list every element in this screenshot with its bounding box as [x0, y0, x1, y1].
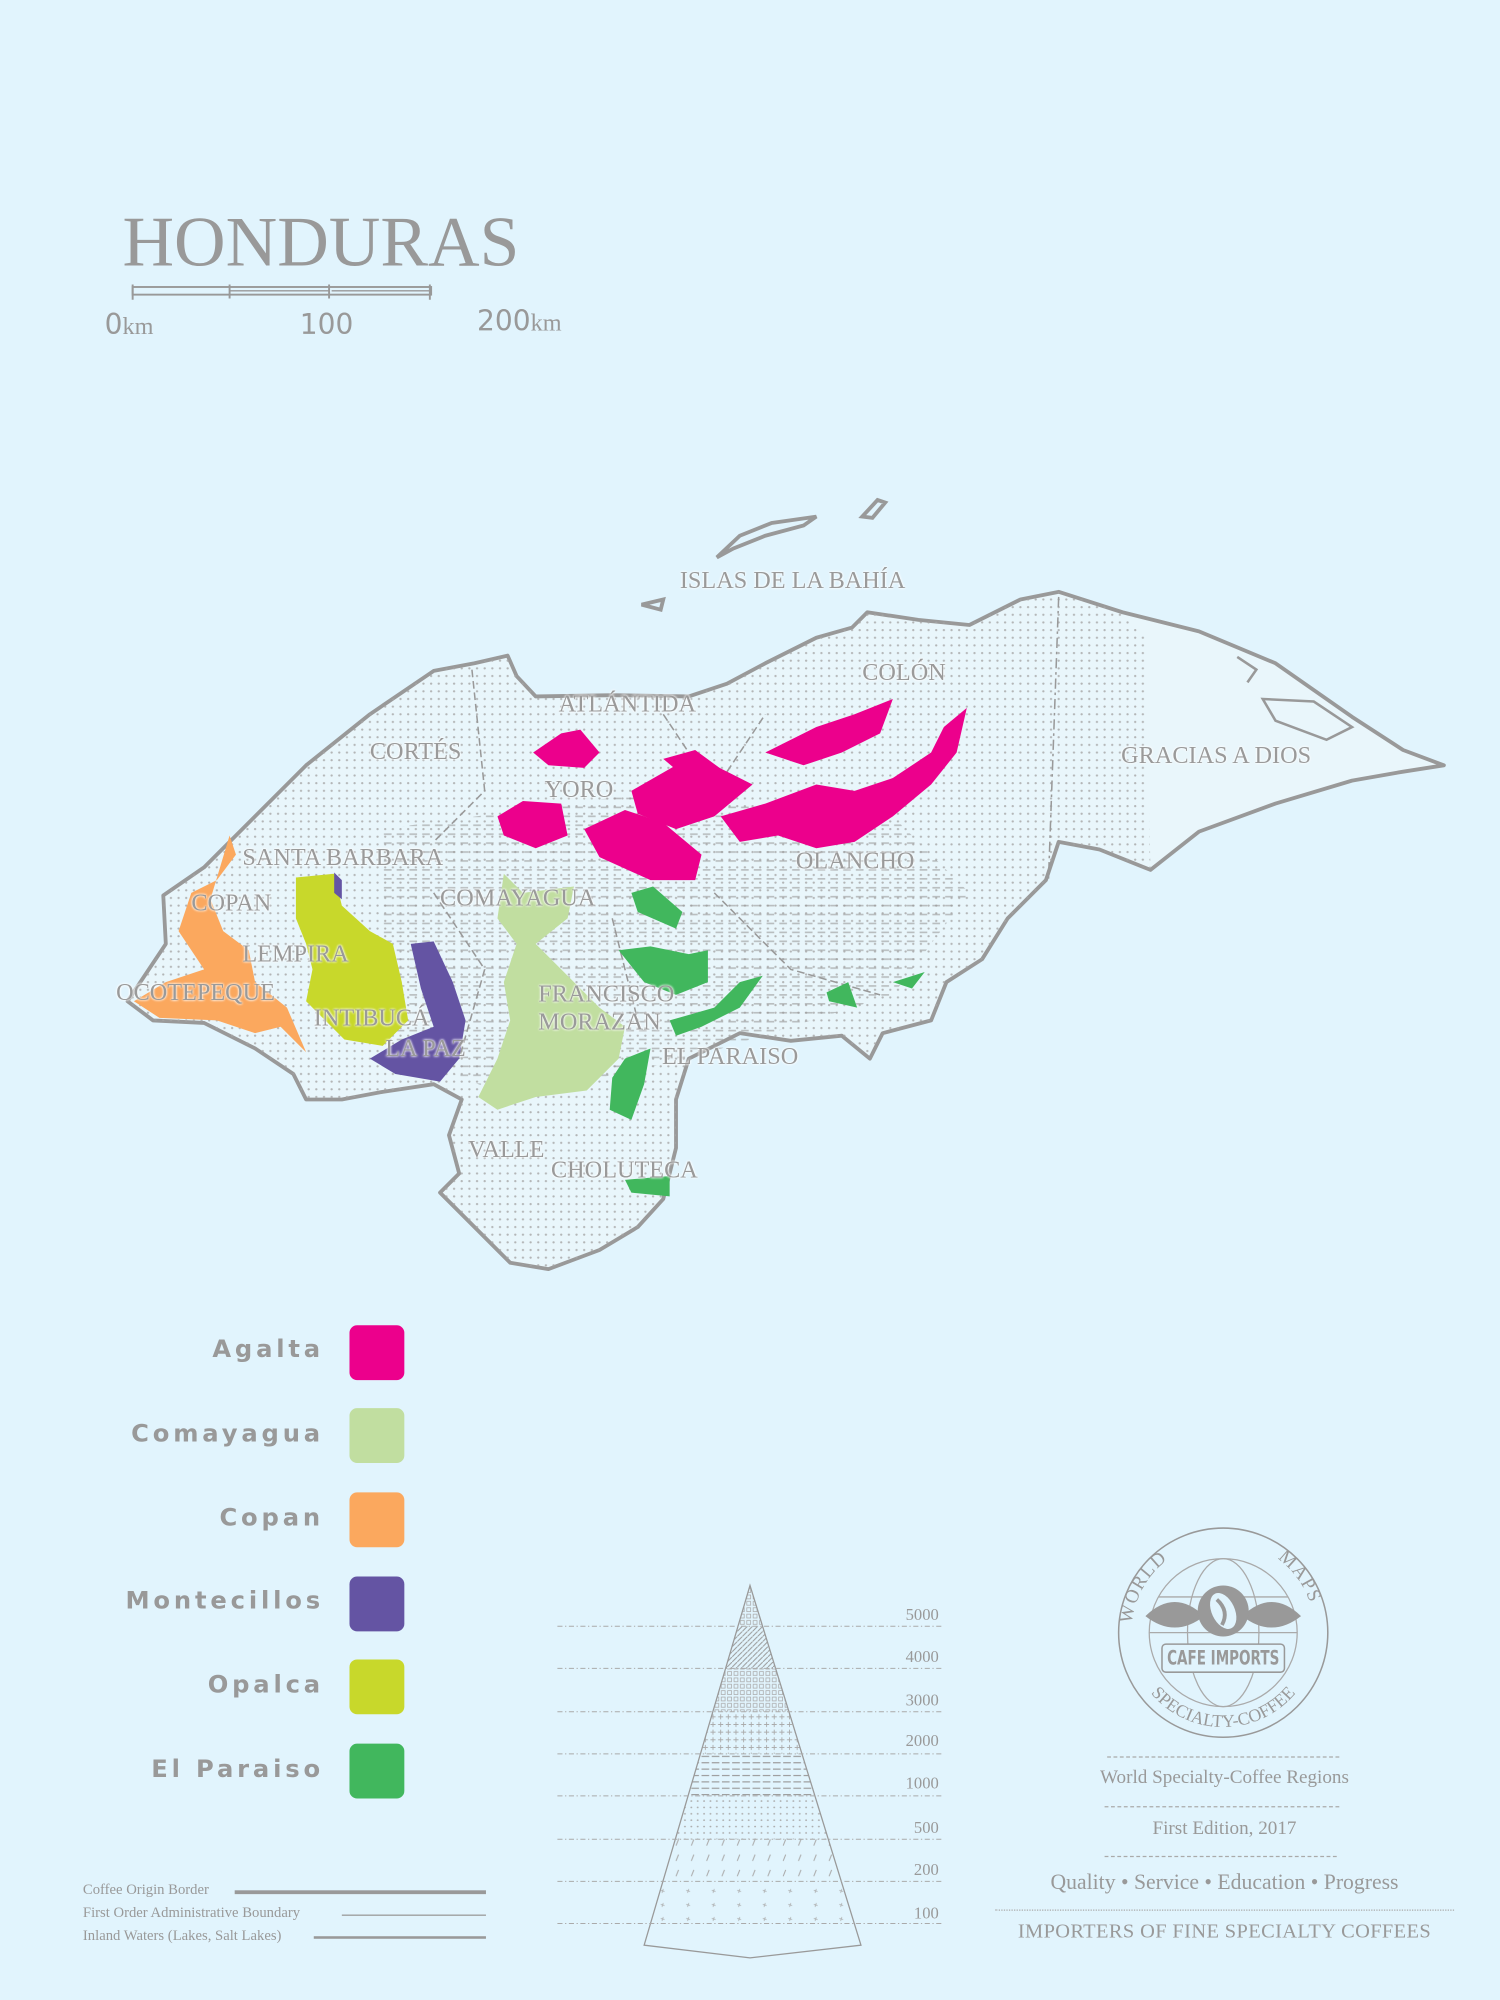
label-comayagua: COMAYAGUA [440, 885, 596, 912]
legend-label-copan: Copan [219, 1503, 324, 1532]
label-atlantida: ATLÁNTIDA [558, 691, 696, 719]
scale-mid: 100 [299, 309, 354, 342]
admin-boundary [1047, 596, 1060, 881]
line-legend-admin-boundary: First Order Administrative Boundary [82, 1905, 301, 1921]
legend-swatch-opalca [349, 1659, 405, 1715]
legend-swatch-comayagua [349, 1408, 405, 1464]
coffee-region-montecillos [334, 872, 466, 1082]
divider [1107, 1756, 1340, 1758]
label-copan: COPAN [191, 890, 272, 918]
altitude-label: 100 [913, 1903, 939, 1923]
label-yoro: YORO [544, 776, 614, 804]
altitude-label: 1000 [905, 1772, 939, 1793]
edition: First Edition, 2017 [1152, 1818, 1297, 1840]
motto: Quality • Service • Education • Progress [1050, 1869, 1399, 1895]
label-el-paraiso: EL PARAISO [661, 1043, 799, 1071]
coffee-region-comayagua [478, 873, 625, 1110]
line-legend-inland-waters: Inland Waters (Lakes, Salt Lakes) [82, 1928, 282, 1944]
legend-label-el-paraiso: El Paraiso [151, 1755, 324, 1784]
inland-waters-line-sample [313, 1936, 486, 1939]
coffee-border-line-sample [234, 1890, 486, 1895]
cafe-imports-logo: CAFE IMPORTS WORLD MAPS SPECIALTY-COFFEE [1116, 1527, 1329, 1739]
line-legend-coffee-border: Coffee Origin Border [82, 1882, 209, 1898]
label-islas-de-la-bahia: ISLAS DE LA BAHÍA [679, 567, 906, 595]
coffee-region-agalta [497, 698, 967, 881]
altitude-label: 5000 [905, 1604, 939, 1624]
label-la-paz: LA PAZ [385, 1035, 466, 1063]
label-morazan: MORAZAN [538, 1008, 661, 1036]
altitude-label: 4000 [905, 1646, 939, 1666]
admin-boundary-line-sample [341, 1914, 486, 1916]
coffee-region-copan [133, 835, 307, 1053]
altitude-pyramid [557, 1583, 944, 1959]
legend-label-agalta: Agalta [212, 1335, 324, 1364]
legend-swatch-agalta [349, 1325, 405, 1381]
label-choluteca: CHOLUTECA [551, 1156, 698, 1184]
legend-label-montecillos: Montecillos [125, 1586, 324, 1615]
altitude-label: 2000 [905, 1730, 939, 1750]
altitude-label: 500 [913, 1817, 939, 1837]
divider [1104, 1806, 1340, 1808]
series-title: World Specialty-Coffee Regions [1100, 1767, 1349, 1789]
label-ocotepeque: OCOTEPEQUE [116, 979, 275, 1007]
scale-end: 200km [477, 306, 562, 339]
label-francisco: FRANCISCO [538, 980, 675, 1008]
scale-start: 0km [104, 309, 154, 342]
divider [994, 1909, 1455, 1911]
tagline: IMPORTERS OF FINE SPECIALTY COFFEES [1017, 1920, 1432, 1943]
label-lempira: LEMPIRA [242, 941, 349, 969]
scale-bar [131, 284, 433, 300]
divider [1104, 1855, 1337, 1858]
altitude-label: 200 [913, 1859, 939, 1879]
label-olancho: OLANCHO [795, 848, 915, 875]
label-valle: VALLE [468, 1136, 545, 1164]
label-colon: COLÓN [862, 659, 946, 687]
logo-banner-text: CAFE IMPORTS [1167, 1647, 1279, 1670]
label-intibuca: INTIBUCÁ [313, 1005, 430, 1032]
label-gracias-a-dios: GRACIAS A DIOS [1121, 742, 1312, 770]
honduras-map [125, 497, 1446, 1272]
coffee-region-opalca [295, 873, 409, 1046]
altitude-label: 3000 [905, 1690, 939, 1710]
legend-swatch-montecillos [349, 1576, 405, 1632]
legend-label-opalca: Opalca [207, 1670, 324, 1699]
inland-waters [1236, 655, 1355, 742]
legend-label-comayagua: Comayagua [131, 1419, 324, 1448]
legend-swatch-el-paraiso [349, 1743, 405, 1799]
label-cortes: CORTÉS [369, 738, 462, 766]
bay-islands [641, 497, 889, 613]
coffee-region-el-paraiso [609, 886, 925, 1197]
legend-swatch-copan [349, 1492, 405, 1548]
label-santa-barbara: SANTA BARBARA [242, 844, 444, 872]
map-title: HONDURAS [122, 202, 520, 282]
